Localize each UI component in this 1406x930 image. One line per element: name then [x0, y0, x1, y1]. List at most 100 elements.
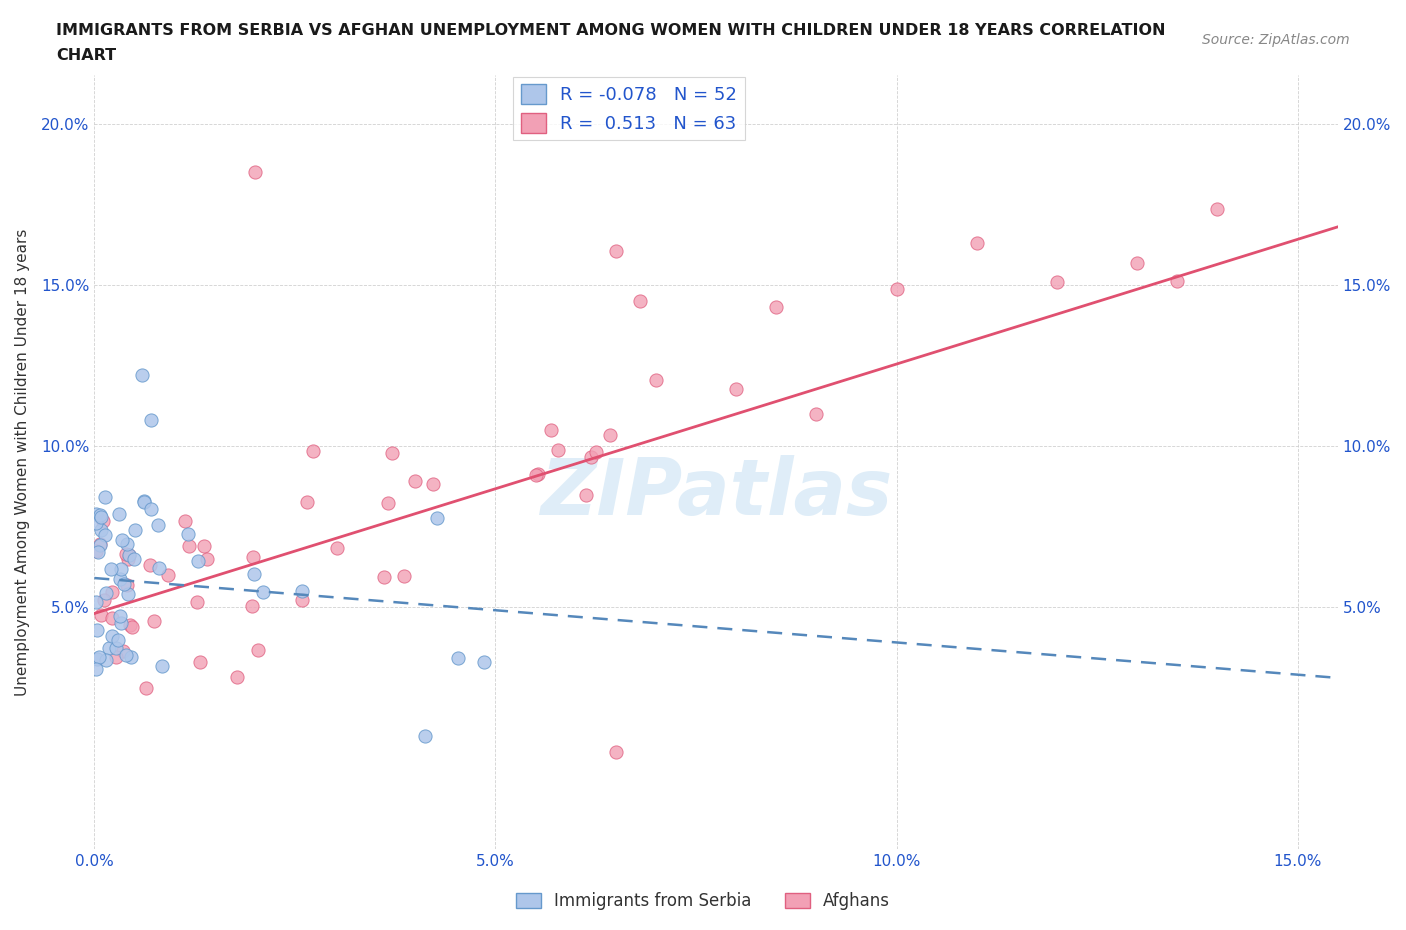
Point	[115, 578, 138, 592]
Point	[243, 566, 266, 581]
Point	[135, 681, 157, 696]
Point	[107, 633, 129, 648]
Point	[115, 648, 138, 663]
Point	[628, 294, 651, 309]
Point	[105, 650, 128, 665]
Point	[110, 562, 132, 577]
Point	[84, 661, 107, 676]
Point	[143, 614, 166, 629]
Point	[112, 644, 135, 658]
Point	[84, 595, 107, 610]
Point	[426, 511, 449, 525]
Point	[124, 551, 146, 566]
Point	[242, 550, 264, 565]
Point	[394, 568, 416, 583]
Point	[1046, 274, 1069, 289]
Point	[177, 538, 200, 553]
Point	[188, 654, 211, 669]
Point	[97, 640, 120, 655]
Point	[581, 450, 603, 465]
Y-axis label: Unemployment Among Women with Children Under 18 years: Unemployment Among Women with Children U…	[15, 229, 30, 696]
Point	[447, 650, 470, 665]
Point	[193, 538, 215, 553]
Point	[134, 495, 156, 510]
Point	[90, 608, 112, 623]
Point	[94, 652, 117, 667]
Point	[599, 428, 621, 443]
Point	[474, 654, 496, 669]
Point	[1126, 256, 1149, 271]
Point	[605, 745, 627, 760]
Point	[381, 445, 404, 460]
Point	[605, 244, 627, 259]
Point	[806, 406, 828, 421]
Point	[132, 494, 155, 509]
Point	[291, 583, 314, 598]
Point	[120, 649, 142, 664]
Point	[156, 567, 179, 582]
Point	[108, 572, 131, 587]
Point	[325, 540, 347, 555]
Point	[966, 235, 988, 250]
Point	[91, 513, 114, 528]
Point	[111, 532, 134, 547]
Point	[297, 495, 319, 510]
Point	[117, 551, 139, 566]
Point	[117, 587, 139, 602]
Point	[86, 652, 108, 667]
Point	[94, 489, 117, 504]
Text: Source: ZipAtlas.com: Source: ZipAtlas.com	[1202, 33, 1350, 46]
Point	[186, 594, 208, 609]
Point	[547, 443, 569, 458]
Legend: Immigrants from Serbia, Afghans: Immigrants from Serbia, Afghans	[509, 885, 897, 917]
Point	[124, 523, 146, 538]
Point	[404, 474, 426, 489]
Point	[644, 373, 666, 388]
Point	[86, 622, 108, 637]
Point	[177, 526, 200, 541]
Point	[585, 445, 607, 459]
Point	[1206, 202, 1229, 217]
Point	[87, 544, 110, 559]
Point	[121, 619, 143, 634]
Point	[118, 548, 141, 563]
Point	[540, 423, 562, 438]
Point	[110, 616, 132, 631]
Point	[104, 641, 127, 656]
Point	[141, 501, 163, 516]
Point	[150, 658, 173, 673]
Point	[377, 496, 399, 511]
Point	[115, 537, 138, 551]
Point	[886, 281, 908, 296]
Point	[526, 467, 548, 482]
Point	[173, 513, 195, 528]
Point	[90, 523, 112, 538]
Point	[107, 507, 129, 522]
Point	[302, 444, 325, 458]
Point	[84, 544, 107, 559]
Point	[373, 570, 395, 585]
Legend: R = -0.078   N = 52, R =  0.513   N = 63: R = -0.078 N = 52, R = 0.513 N = 63	[513, 77, 745, 140]
Point	[240, 599, 263, 614]
Point	[148, 561, 170, 576]
Point	[291, 592, 314, 607]
Point	[101, 611, 124, 626]
Point	[100, 561, 122, 576]
Text: CHART: CHART	[56, 48, 117, 63]
Point	[93, 593, 115, 608]
Point	[90, 510, 112, 525]
Point	[94, 528, 117, 543]
Point	[243, 165, 266, 179]
Point	[148, 517, 170, 532]
Point	[765, 300, 787, 315]
Point	[247, 643, 270, 658]
Point	[84, 507, 107, 522]
Point	[118, 618, 141, 632]
Point	[100, 629, 122, 644]
Point	[252, 585, 274, 600]
Point	[195, 551, 218, 566]
Point	[108, 609, 131, 624]
Point	[117, 547, 139, 562]
Point	[89, 538, 111, 552]
Point	[524, 468, 547, 483]
